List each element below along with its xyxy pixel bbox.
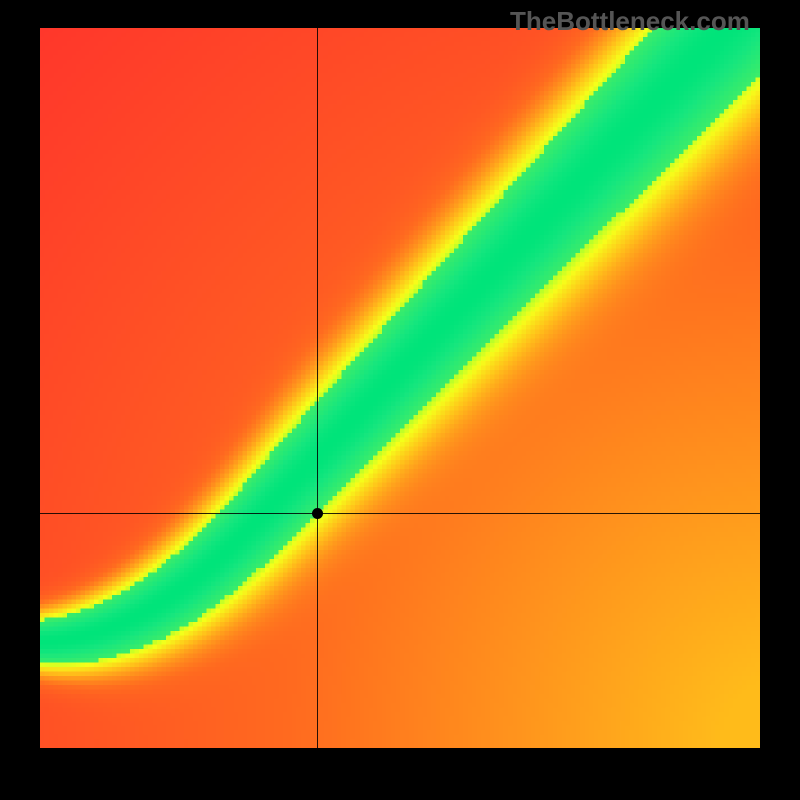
chart-container: TheBottleneck.com (0, 0, 800, 800)
heatmap-canvas (40, 28, 760, 748)
